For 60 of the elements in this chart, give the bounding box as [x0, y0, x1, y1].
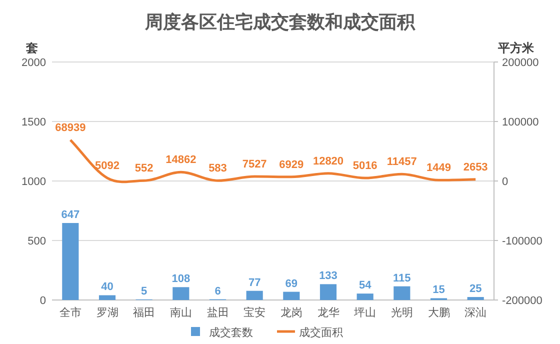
- y2-tick-label: -100000: [502, 236, 542, 248]
- x-tick-label: 龙华: [317, 306, 340, 319]
- data-label: 11457: [386, 156, 417, 168]
- y2-tick-label: 200000: [502, 57, 539, 69]
- data-label: 108: [172, 273, 190, 286]
- x-tick-label: 宝安: [244, 306, 266, 319]
- data-label: 77: [248, 276, 261, 289]
- x-tick-label: 大鹏: [428, 306, 450, 319]
- data-label: 7527: [242, 158, 267, 171]
- y-axis-title: 套: [25, 41, 38, 55]
- bar: [394, 286, 410, 300]
- bar: [246, 290, 263, 300]
- data-label: 2653: [463, 161, 488, 174]
- x-tick-label: 盐田: [206, 306, 229, 319]
- data-label: 133: [319, 270, 338, 282]
- chart-title: 周度各区住宅成交套数和成交面积: [144, 12, 416, 32]
- y2-tick-label: 0: [502, 176, 508, 188]
- data-label: 6: [214, 285, 221, 298]
- data-label: 69: [285, 278, 298, 290]
- x-tick-label: 罗湖: [96, 307, 118, 319]
- data-label: 115: [393, 272, 411, 284]
- data-label: 68939: [55, 122, 86, 134]
- bar: [467, 297, 484, 300]
- data-label: 12820: [312, 155, 344, 168]
- y-tick-label: 1500: [22, 116, 46, 128]
- data-label: 1449: [426, 162, 451, 174]
- y2-tick-label: -200000: [502, 295, 542, 307]
- data-label: 14862: [166, 154, 196, 166]
- y-tick-label: 1000: [22, 176, 46, 188]
- bar: [320, 284, 337, 300]
- legend-label: 成交套数: [209, 326, 253, 339]
- data-label: 5016: [352, 160, 378, 172]
- data-label: 552: [134, 162, 154, 175]
- bar: [283, 292, 300, 300]
- x-tick-label: 福田: [133, 306, 156, 319]
- y-tick-label: 0: [40, 295, 46, 307]
- bar: [62, 223, 79, 300]
- data-label: 6929: [279, 158, 304, 171]
- data-label: 15: [432, 284, 445, 296]
- x-tick-label: 南山: [170, 306, 192, 319]
- x-tick-label: 全市: [59, 306, 82, 319]
- data-label: 647: [61, 209, 80, 222]
- x-tick-label: 深汕: [464, 306, 487, 319]
- legend-label: 成交面积: [299, 326, 343, 339]
- bar: [356, 294, 374, 300]
- x-tick-label: 龙岗: [280, 306, 302, 319]
- bar: [98, 295, 116, 300]
- data-label: 583: [208, 162, 227, 175]
- data-label: 25: [469, 283, 482, 296]
- data-label: 40: [101, 281, 114, 294]
- bar: [172, 287, 190, 300]
- y-tick-label: 2000: [22, 57, 46, 69]
- data-label: 5092: [95, 160, 120, 172]
- data-label: 54: [358, 280, 372, 292]
- y2-axis-title: 平方米: [497, 41, 535, 55]
- data-label: 5: [141, 285, 148, 298]
- x-tick-label: 光明: [390, 306, 413, 319]
- y-tick-label: 500: [28, 236, 46, 248]
- y2-tick-label: 100000: [502, 116, 539, 128]
- x-tick-label: 坪山: [353, 306, 376, 319]
